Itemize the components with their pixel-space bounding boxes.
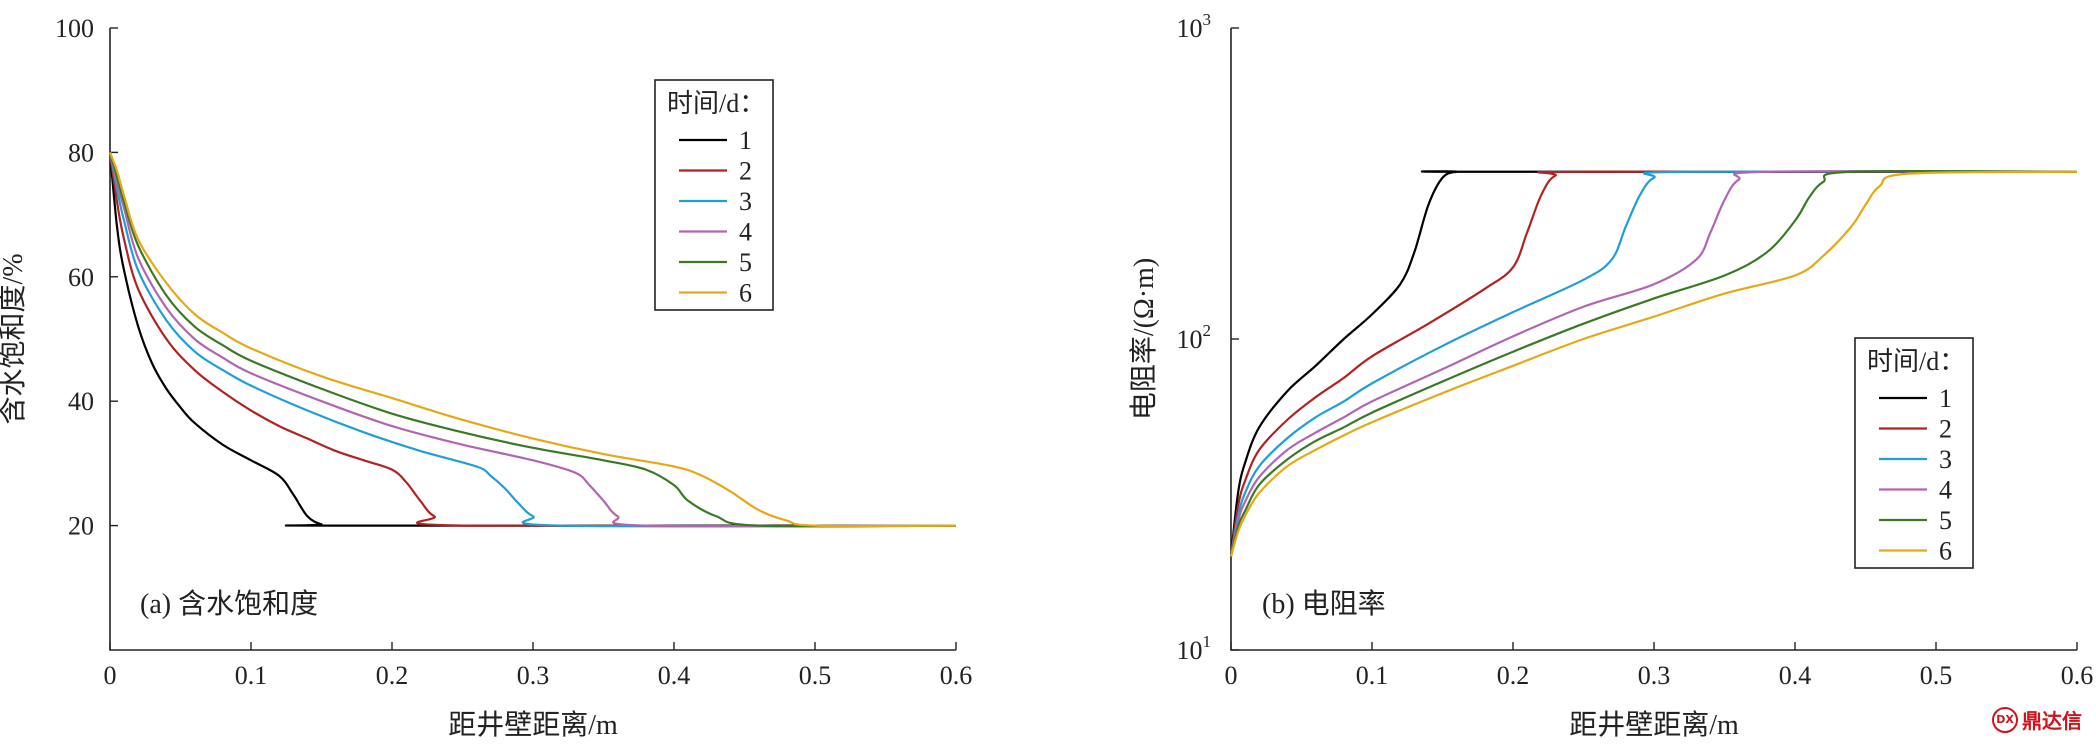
legend-title: 时间/d： (667, 89, 765, 118)
x-tick-label: 0.5 (1920, 661, 1953, 690)
y-tick-label: 60 (68, 263, 94, 292)
legend-label-3: 3 (739, 187, 752, 216)
chart-panel-a: 0 0.1 0.2 0.3 0.4 0.5 0.6 20 40 60 80 100 距井壁距离/m 含水饱… (0, 14, 972, 741)
watermark-text: 鼎达信 (2022, 709, 2082, 733)
x-tick-label: 0.3 (517, 661, 550, 690)
y-tick-label: 102 (1177, 321, 1212, 354)
legend-label-1: 1 (739, 126, 752, 155)
x-tick-label: 0.6 (940, 661, 973, 690)
legend-label-5: 5 (739, 248, 752, 277)
x-axis-label: 距井壁距离/m (448, 709, 618, 741)
series-line-3 (108, 152, 957, 528)
y-tick-label: 100 (55, 14, 94, 43)
series-line-3 (1229, 170, 2078, 557)
legend-label-4: 4 (1939, 476, 1952, 505)
series-line-6 (1229, 170, 2078, 557)
legend-title: 时间/d： (1867, 347, 1965, 376)
x-tick-label: 0 (104, 661, 117, 690)
series-line-1 (108, 152, 957, 527)
legend-label-2: 2 (739, 157, 752, 186)
legend-box (654, 79, 774, 311)
series-line-5 (1229, 169, 2078, 557)
legend-label-4: 4 (739, 218, 752, 247)
axis-lines (109, 28, 956, 651)
x-tick-label: 0.5 (799, 661, 832, 690)
x-tick-label: 0.4 (1779, 661, 1812, 690)
panel-label: (b) 电阻率 (1262, 588, 1386, 620)
series-line-2 (108, 152, 957, 528)
y-tick-label: 103 (1177, 10, 1212, 43)
watermark-logo-icon: DX (1992, 706, 2018, 733)
legend-box (1854, 337, 1974, 569)
legend-label-6: 6 (739, 279, 752, 308)
x-axis-label: 距井壁距离/m (1569, 709, 1739, 741)
x-tick-label: 0.3 (1638, 661, 1671, 690)
legend-label-3: 3 (1939, 445, 1952, 474)
x-tick-label: 0.6 (2061, 661, 2094, 690)
x-tick-label: 0.2 (376, 661, 409, 690)
y-tick-label: 101 (1177, 632, 1212, 665)
x-tick-label: 0 (1225, 661, 1238, 690)
legend-label-1: 1 (1939, 384, 1952, 413)
x-tick-label: 0.4 (658, 661, 691, 690)
series-line-4 (108, 152, 957, 528)
y-axis-label: 含水饱和度/% (0, 253, 29, 424)
series-line-6 (108, 152, 957, 528)
chart-panel-b: 0 0.1 0.2 0.3 0.4 0.5 0.6 101 102 103 距井壁距离/m 电阻率/(… (1128, 10, 2093, 741)
y-axis-label: 电阻率/(Ω·m) (1128, 258, 1160, 420)
x-tick-label: 0.2 (1497, 661, 1530, 690)
x-tick-label: 0.1 (1356, 661, 1389, 690)
series-line-5 (108, 152, 957, 528)
y-tick-label: 20 (68, 512, 94, 541)
series-line-4 (1229, 170, 2078, 557)
x-tick-label: 0.1 (235, 661, 268, 690)
series-line-1 (1229, 170, 2077, 557)
y-tick-label: 40 (68, 387, 94, 416)
series-line-2 (1229, 170, 2078, 557)
legend-label-5: 5 (1939, 506, 1952, 535)
watermark: DX 鼎达信 (1992, 705, 2082, 734)
panel-label: (a) 含水饱和度 (140, 588, 318, 620)
legend-label-2: 2 (1939, 415, 1952, 444)
y-tick-label: 80 (68, 138, 94, 167)
legend-label-6: 6 (1939, 537, 1952, 566)
